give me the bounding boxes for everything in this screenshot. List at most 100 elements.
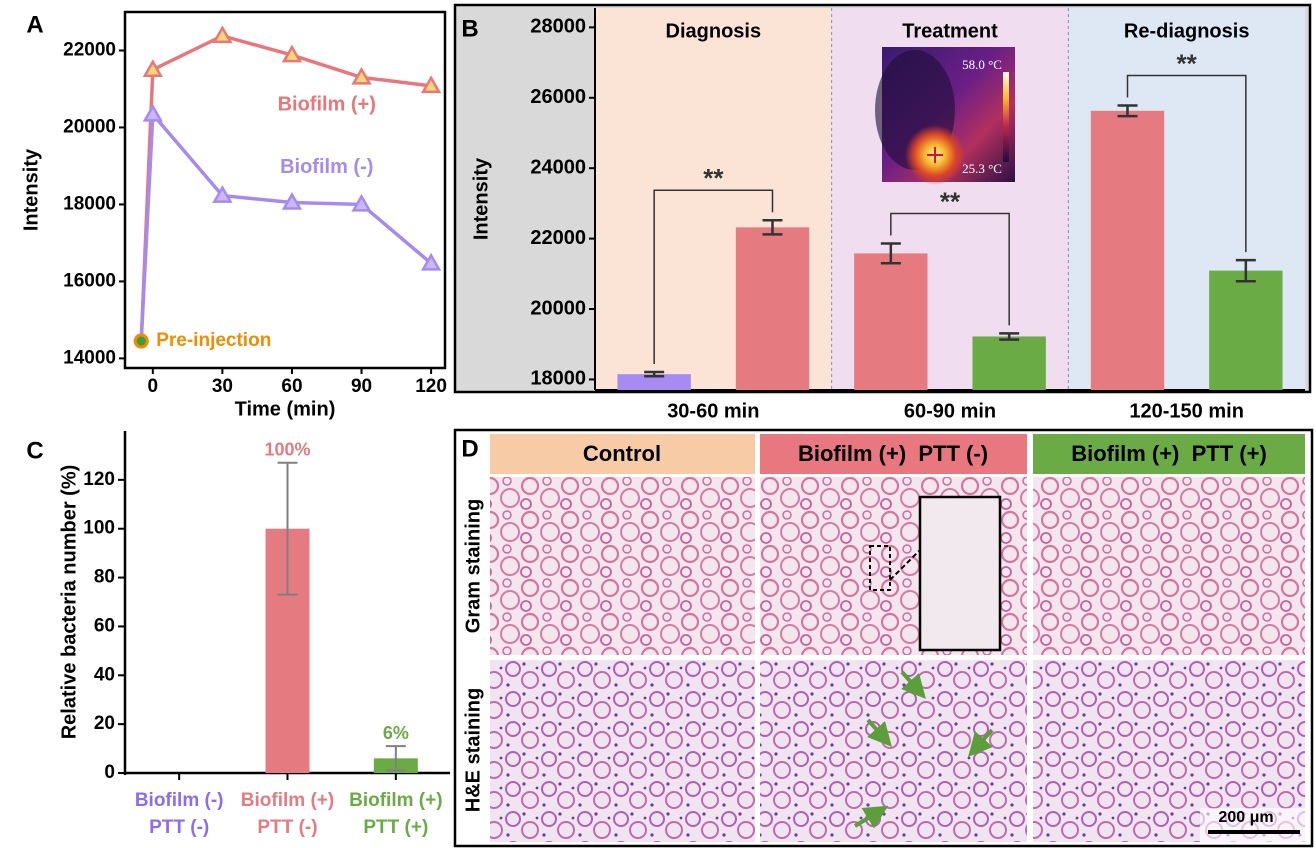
series-label: Biofilm (+) [278,93,376,115]
y-tick-label: 100 [83,518,115,539]
y-axis-label: Relative bacteria number (%) [58,465,80,740]
marker [281,191,303,210]
arrows [853,670,994,829]
marker [420,75,442,94]
scale-label: 200 μm [1218,809,1273,826]
column-header: Control [583,441,661,466]
zoom-link [889,549,921,581]
y-tick-label: 16000 [63,270,116,291]
y-tick-label: 80 [94,567,115,588]
thermal-inset [875,47,1015,185]
y-tick-label: 0 [104,762,115,783]
marker [351,66,372,85]
error-bar [999,332,1020,341]
value-label: 100% [264,440,310,460]
panel-label: B [461,15,478,42]
y-tick-label: 120 [83,469,115,490]
marker [420,252,442,271]
column-header: Biofilm (+) PTT (+) [1071,441,1267,466]
x-tick-label: 30 [212,376,233,397]
error-bar [880,242,901,265]
marker [212,185,233,203]
significance-label: ** [1177,48,1198,78]
x-tick-label: PTT (-) [149,817,209,838]
significance-label: ** [703,163,724,193]
x-tick-label: Biofilm (+) [349,790,442,811]
micrograph [1033,477,1305,655]
x-tick-label: 120-150 min [1129,400,1244,422]
bar [972,336,1046,390]
value-label: 6% [383,723,409,743]
x-tick-label: Biofilm (+) [241,790,334,811]
micrograph [490,477,755,655]
x-tick-label: PTT (-) [257,817,317,838]
inset-max: 58.0 °C [962,57,1002,72]
y-tick-label: 18000 [63,193,116,214]
column-header-bg [760,434,1027,474]
y-tick-label: 60 [94,615,115,636]
zoom-region [869,545,891,591]
error-bar [1235,258,1256,283]
x-tick-label: 90 [351,376,372,397]
y-tick-label: 20000 [530,297,586,319]
significance-bracket [653,189,774,365]
y-tick-label: 18000 [530,368,586,390]
bar [1209,270,1283,390]
column-header-bg [490,434,755,474]
row-label: H&E staining [462,688,484,812]
series-line [139,109,433,342]
zoom-inset [918,495,1002,652]
y-tick-label: 24000 [530,156,586,178]
inset-min: 25.3 °C [962,161,1002,176]
image-panel: Control Biofilm (+) PTT (-) Biofilm (+) … [453,428,1314,848]
series-line [139,33,432,342]
x-tick-label: 60-90 min [904,400,996,422]
column-header-bg [1033,434,1305,474]
x-tick-label: 120 [415,376,447,397]
y-tick-label: 14000 [63,347,116,368]
marker [212,25,233,44]
marker [351,193,372,212]
significance-bracket [1126,74,1247,253]
x-tick-label: 0 [148,376,159,397]
section-title: Diagnosis [666,20,762,42]
marker [142,59,163,77]
y-tick-label: 20 [94,713,115,734]
bar [735,227,810,390]
section-title: Treatment [902,20,998,42]
significance-label: ** [940,186,961,216]
error-bar [1117,104,1138,118]
panel-label: A [26,11,43,38]
x-tick-label: 60 [281,376,302,397]
y-axis-label: Intensity [470,157,492,240]
bar [617,374,691,390]
x-tick-label: 30-60 min [667,400,759,422]
micrograph [760,660,1027,842]
y-axis-label: Intensity [20,148,42,231]
significance-bracket [890,212,1010,326]
x-tick-label: PTT (+) [363,817,428,838]
error-bar [762,219,783,236]
bar [854,253,928,390]
start-marker [133,333,149,349]
error-bar [385,745,406,772]
y-tick-label: 26000 [530,86,586,108]
column-header: Biofilm (+) PTT (-) [798,441,988,466]
y-tick-label: 28000 [530,16,586,38]
panel-label: D [461,435,478,462]
y-tick-label: 40 [94,664,115,685]
row-label: Gram staining [462,499,484,633]
error-bar [277,461,298,596]
y-tick-label: 20000 [63,116,116,137]
y-tick-label: 22000 [530,227,586,249]
section-title: Re-diagnosis [1124,20,1250,42]
series-label: Biofilm (-) [280,156,373,178]
panel-label: C [26,437,43,464]
plot-frame [123,10,447,370]
y-tick-label: 22000 [63,40,116,61]
error-bar [644,370,665,378]
start-label: Pre-injection [156,330,271,351]
marker [142,103,163,122]
marker [281,44,303,63]
